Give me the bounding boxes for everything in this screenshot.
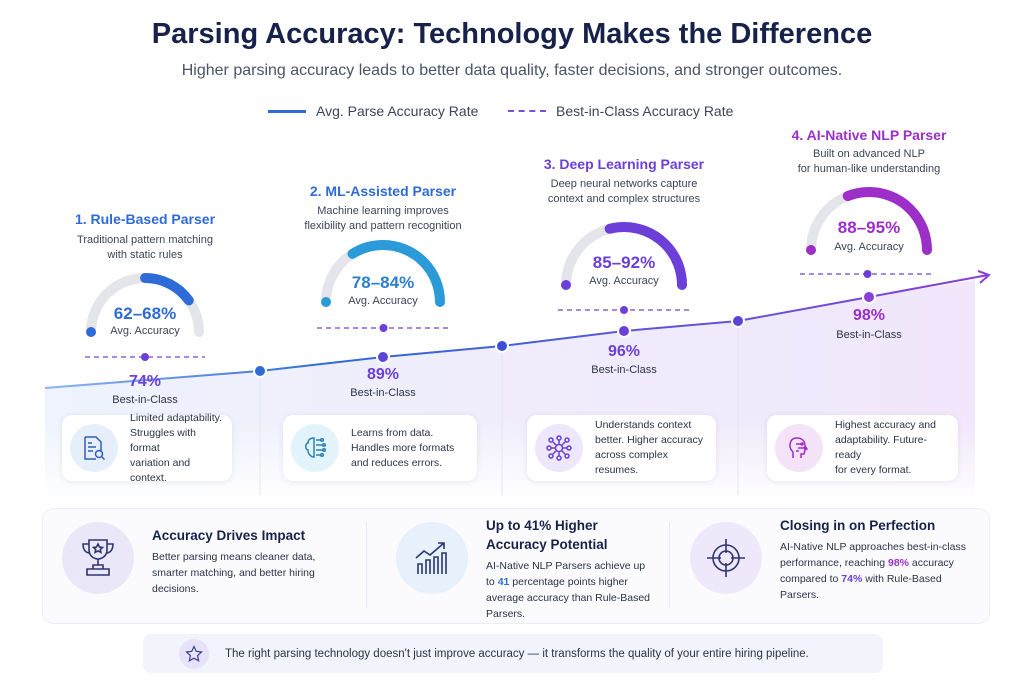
stage-4-best: 98% [852, 307, 886, 324]
impact-1-text: Better parsing means cleaner data, smart… [152, 551, 316, 595]
gauge-fill [321, 240, 445, 307]
document-search-icon [70, 424, 118, 472]
ai-head-icon [775, 424, 823, 472]
growth-chart-icon [396, 522, 468, 594]
stage-1-best-label: Best-in-Class [112, 394, 178, 406]
stage-4-avg-label: Avg. Accuracy [834, 241, 904, 253]
footer-banner: The right parsing technology doesn't jus… [143, 634, 883, 673]
stage-3-best: 96% [607, 343, 641, 360]
legend-best-label: Best-in-Class Accuracy Rate [556, 103, 734, 119]
stage-4-desc: Built on advanced NLP for human-like unde… [797, 148, 941, 175]
stage-3-best-label: Best-in-Class [591, 364, 657, 376]
stage-2-desc: Machine learning improves flexibility and… [304, 205, 462, 232]
best-in-class-marker [379, 324, 388, 332]
stage-4-card: Highest accuracy and adaptability. Future… [767, 415, 958, 481]
stage-2-card: Learns from data. Handles more formats and… [283, 415, 477, 481]
stage-3-avg: 85–92% [592, 253, 656, 272]
impact-item-1: Accuracy Drives Impact Better parsing mea… [62, 516, 362, 597]
gauge-fill [86, 273, 204, 337]
stage-4-title: 4. AI-Native NLP Parser [791, 127, 947, 143]
stage-3-avg-label: Avg. Accuracy [589, 275, 659, 287]
stage-2-title: 2. ML-Assisted Parser [309, 183, 457, 199]
stage-4-avg: 88–95% [837, 218, 901, 237]
target-icon [690, 522, 762, 594]
impact-3-title: Closing in on Perfection [780, 518, 936, 533]
trend-point [731, 314, 745, 328]
legend-solid-swatch [268, 109, 306, 113]
legend-best: Best-in-Class Accuracy Rate [508, 103, 733, 119]
divider [366, 522, 367, 608]
legend-avg-label: Avg. Parse Accuracy Rate [316, 103, 479, 119]
impact-2-title: Up to 41% Higher Accuracy Potential [486, 518, 608, 552]
stage-2-avg-label: Avg. Accuracy [348, 295, 418, 307]
impact-panel [42, 508, 990, 624]
trend-point [376, 350, 390, 364]
trend-point [253, 364, 267, 378]
arrow-head-icon [977, 270, 991, 284]
stage-1-avg: 62–68% [113, 304, 177, 323]
stage-1-best: 74% [128, 373, 162, 390]
stage-2-best-label: Best-in-Class [350, 387, 416, 399]
best-in-class-marker [141, 353, 149, 361]
best-in-class-marker [620, 306, 628, 314]
brain-circuit-icon [291, 424, 339, 472]
page-subtitle: Higher parsing accuracy leads to better … [181, 62, 843, 79]
legend-dashed-swatch [508, 110, 546, 112]
stage-1-title: 1. Rule-Based Parser [74, 211, 216, 227]
divider [669, 522, 670, 608]
stage-1-avg-label: Avg. Accuracy [110, 325, 180, 337]
trend-point [495, 339, 509, 353]
stage-3-title: 3. Deep Learning Parser [543, 156, 705, 172]
impact-2-text: AI-Native NLP Parsers achieve up to 41 p… [486, 560, 651, 620]
gauge-fill [806, 187, 932, 255]
trend-point [617, 324, 631, 338]
impact-item-2: Up to 41% Higher Accuracy Potential AI-Na… [396, 516, 666, 622]
footer-text: The right parsing technology doesn't jus… [225, 647, 809, 660]
stage-4-best-label: Best-in-Class [836, 329, 902, 341]
gauge-fill [561, 222, 687, 290]
stage-1-desc: Traditional pattern matching with static … [77, 234, 213, 261]
stage-1-card: Limited adaptability. Struggles with form… [62, 412, 232, 484]
star-icon [179, 638, 209, 669]
trophy-icon [62, 522, 134, 594]
best-in-class-marker [863, 270, 872, 278]
legend-avg: Avg. Parse Accuracy Rate [268, 103, 478, 119]
stage-3-desc: Deep neural networks capture context and … [547, 178, 701, 205]
trend-point [862, 290, 876, 304]
neural-network-icon [535, 424, 583, 472]
impact-3-text: AI-Native NLP approaches best-in-class p… [780, 541, 966, 601]
impact-1-title: Accuracy Drives Impact [152, 528, 306, 543]
stage-3-card: Understands context better. Higher accura… [527, 415, 716, 481]
impact-item-3: Closing in on Perfection AI-Native NLP a… [690, 516, 980, 603]
avg-trend-line [44, 274, 989, 389]
stage-2-avg: 78–84% [351, 273, 415, 292]
stage-2-best: 89% [366, 366, 400, 383]
page-title: Parsing Accuracy: Technology Makes the D… [151, 18, 873, 50]
